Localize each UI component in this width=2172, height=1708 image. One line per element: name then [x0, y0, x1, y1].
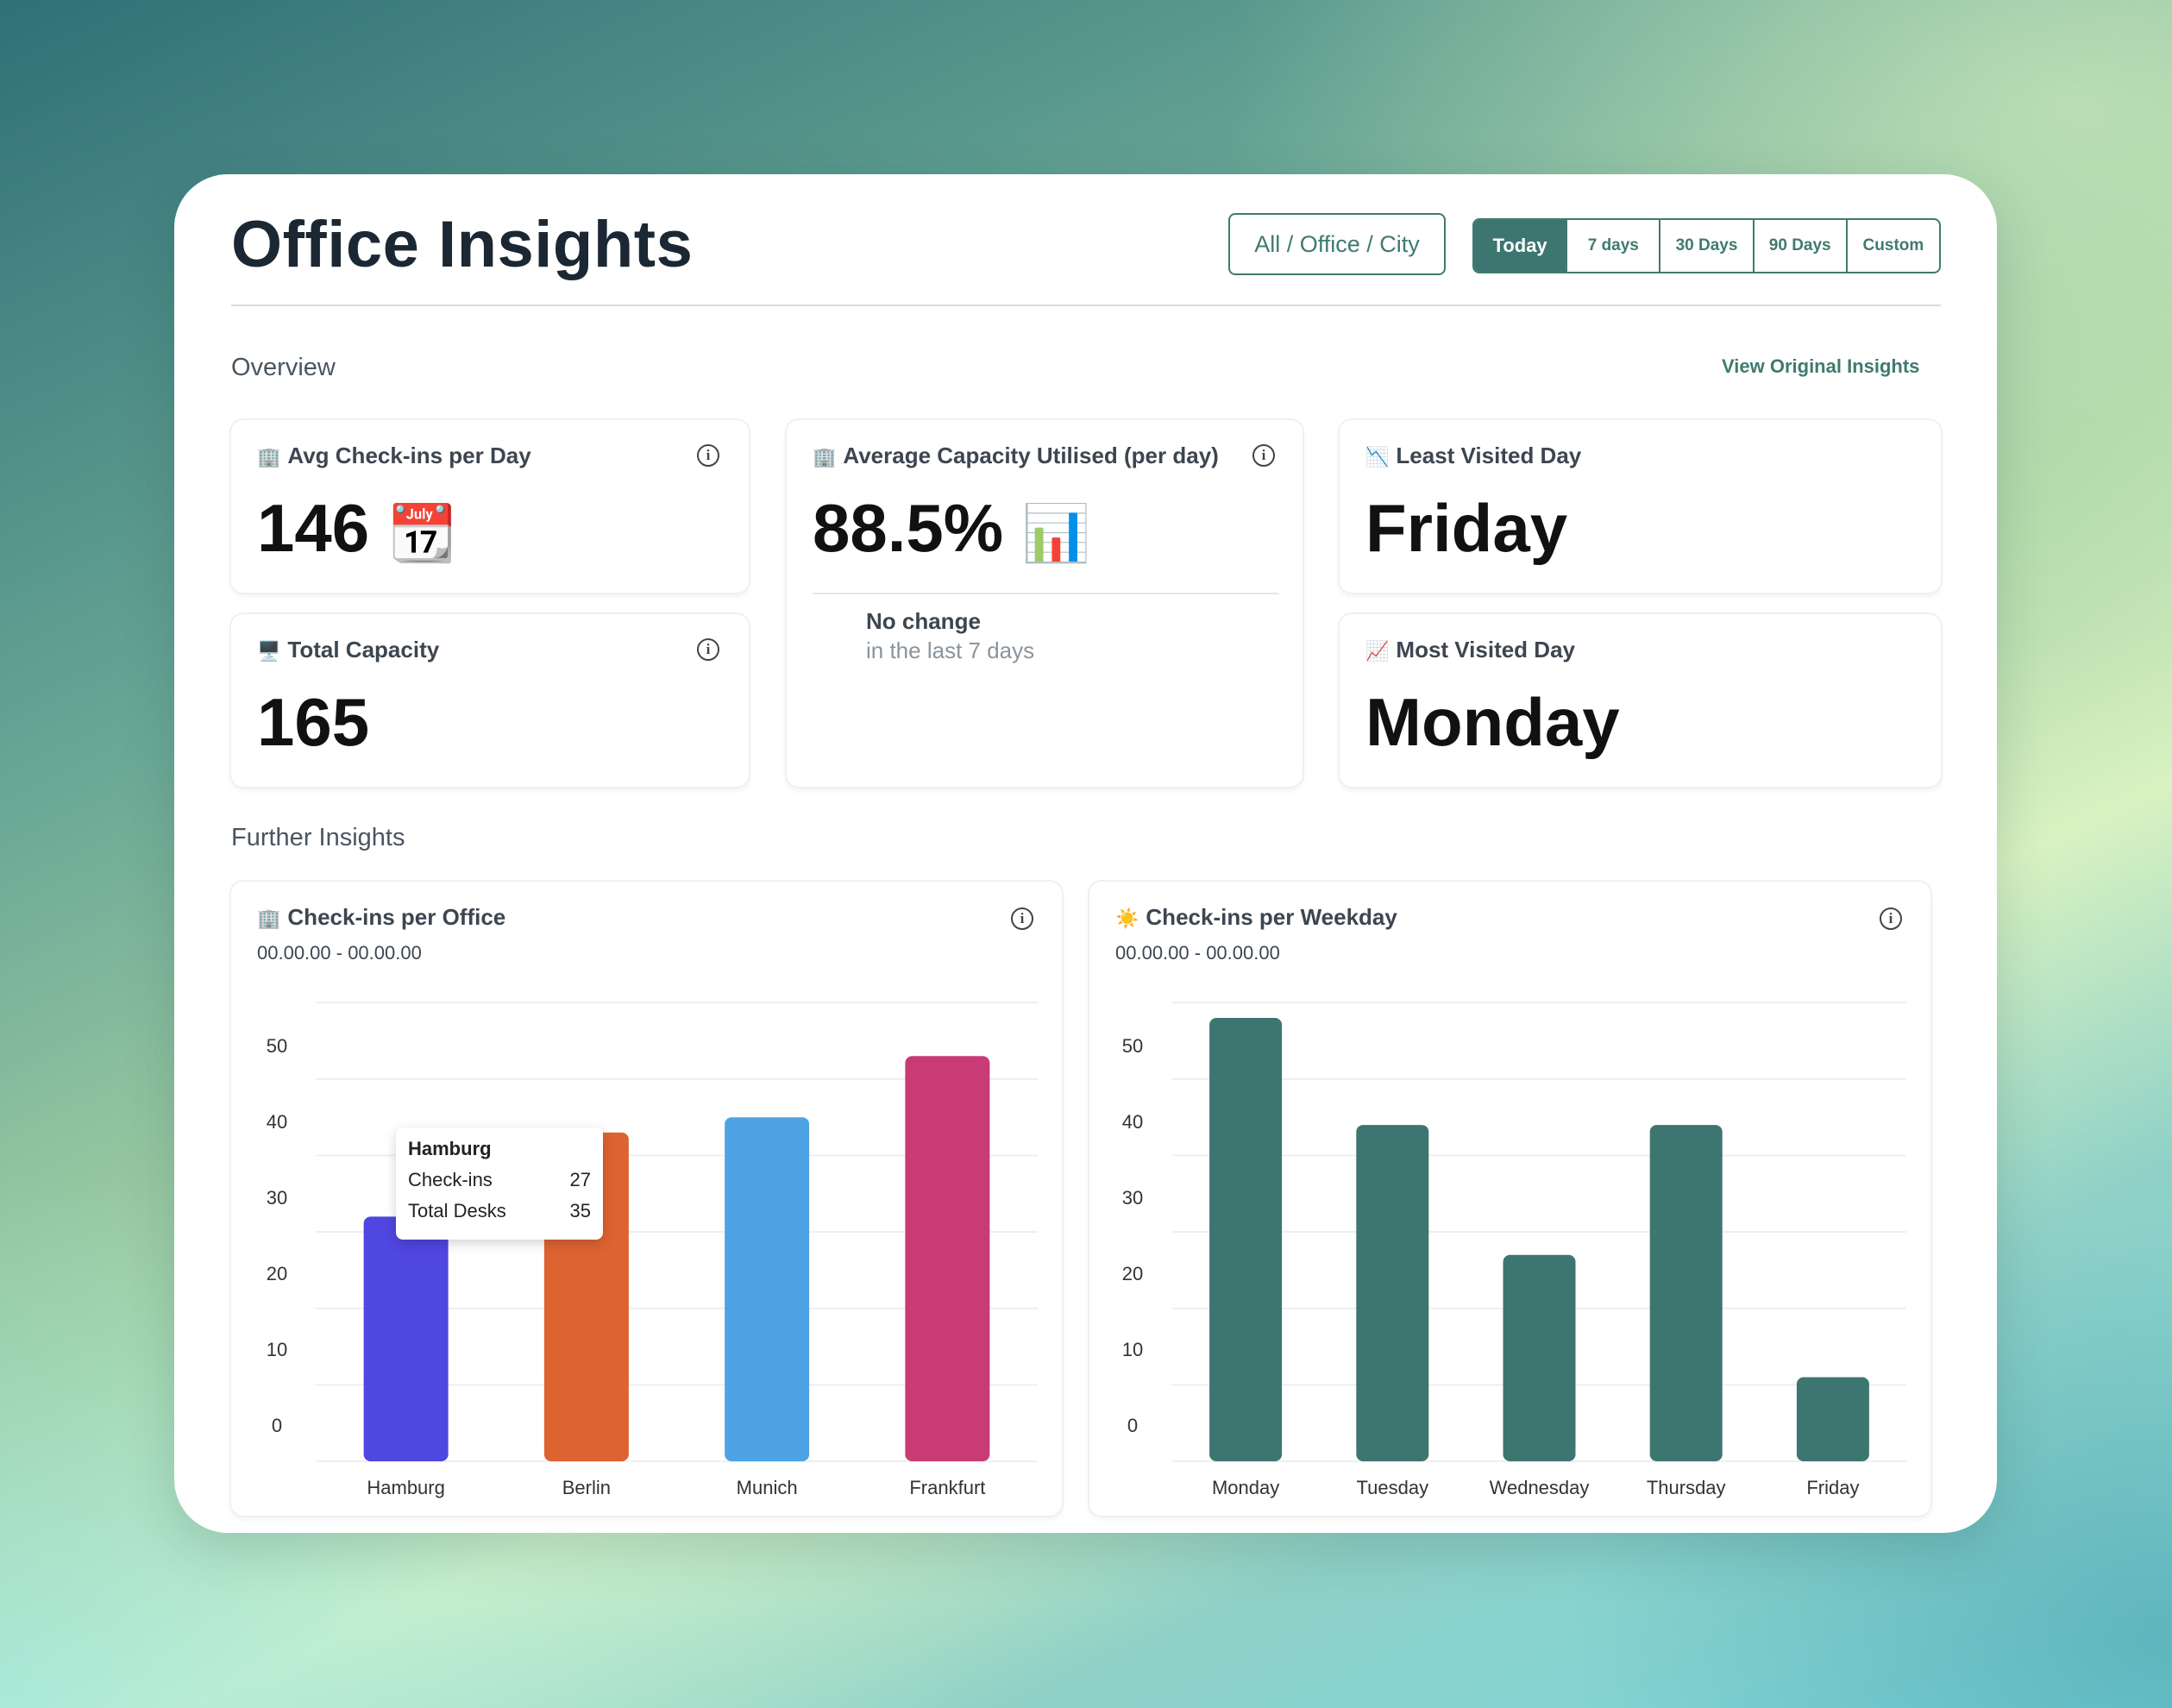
most-visited-label: Most Visited Day: [1396, 637, 1575, 662]
least-visited-card: 📉 Least Visited Day Friday: [1340, 420, 1941, 593]
checkins-per-office-card: 🏢 Check-ins per Office i 00.00.00 - 00.00…: [231, 882, 1062, 1516]
office-chart-date-range: 00.00.00 - 00.00.00: [257, 942, 422, 964]
page-title: Office Insights: [231, 208, 694, 281]
total-capacity-card: 🖥️ Total Capacity i 165: [231, 614, 749, 787]
chart-decreasing-icon: 📉: [1365, 446, 1390, 468]
desktop-icon: 🖥️: [257, 640, 281, 662]
tooltip-label: Check-ins: [408, 1169, 493, 1190]
header-divider: [231, 305, 1941, 306]
office-building-icon: 🏢: [257, 907, 281, 930]
bar-monday[interactable]: [1209, 1018, 1283, 1461]
bar-frankfurt[interactable]: [905, 1056, 990, 1461]
y-tick-label: 30: [1122, 1187, 1143, 1209]
avg-capacity-value: 88.5% 📊: [813, 489, 1091, 568]
office-building-icon: 🏢: [257, 446, 281, 468]
bar-tuesday[interactable]: [1356, 1125, 1429, 1461]
info-icon[interactable]: i: [1252, 444, 1275, 467]
insights-window: Office Insights All / Office / City Toda…: [174, 174, 1997, 1533]
tooltip-value: 35: [569, 1200, 591, 1221]
tooltip-row-desks: Total Desks 35: [408, 1200, 591, 1222]
info-icon[interactable]: i: [697, 638, 719, 661]
avg-checkins-value: 146 📆: [257, 489, 457, 568]
tooltip-row-checkins: Check-ins 27: [408, 1169, 591, 1191]
further-insights-heading: Further Insights: [231, 824, 405, 851]
bar-hamburg[interactable]: [363, 1216, 449, 1461]
hamburg-tooltip: Hamburg Check-ins 27 Total Desks 35: [396, 1127, 603, 1240]
y-tick-label: 10: [1122, 1339, 1143, 1360]
x-tick-label: Berlin: [562, 1477, 611, 1498]
total-capacity-title: 🖥️ Total Capacity: [257, 637, 439, 663]
y-tick-label: 0: [272, 1415, 282, 1436]
x-tick-label: Wednesday: [1490, 1477, 1590, 1498]
weekday-chart-title: ☀️ Check-ins per Weekday: [1115, 904, 1397, 931]
weekday-bar-chart: 50 40 30 20 10 0 Monday Tuesday Wednesday Thursda…: [1122, 1002, 1906, 1498]
most-visited-card: 📈 Most Visited Day Monday: [1340, 614, 1941, 787]
avg-checkins-title: 🏢 Avg Check-ins per Day: [257, 443, 531, 469]
x-tick-label: Munich: [737, 1477, 798, 1498]
office-building-icon: 🏢: [813, 446, 837, 468]
weekday-chart-date-range: 00.00.00 - 00.00.00: [1115, 942, 1280, 964]
x-tick-label: Monday: [1212, 1477, 1279, 1498]
avg-capacity-label: Average Capacity Utilised (per day): [843, 443, 1219, 468]
card-divider: [813, 593, 1278, 594]
bar-thursday[interactable]: [1649, 1125, 1723, 1461]
y-tick-label: 50: [267, 1035, 287, 1057]
y-tick-label: 10: [267, 1339, 287, 1360]
y-tick-label: 30: [267, 1187, 287, 1209]
y-tick-label: 20: [1122, 1263, 1143, 1284]
x-tick-label: Thursday: [1647, 1477, 1726, 1498]
range-30-days-button[interactable]: 30 Days: [1659, 220, 1752, 272]
total-capacity-value: 165: [257, 684, 370, 760]
avg-checkins-number: 146: [257, 490, 370, 566]
y-tick-label: 50: [1122, 1035, 1143, 1057]
least-visited-label: Least Visited Day: [1396, 443, 1582, 468]
bar-wednesday[interactable]: [1503, 1254, 1576, 1461]
y-tick-label: 0: [1127, 1415, 1138, 1436]
bar-munich[interactable]: [725, 1117, 810, 1461]
trend-period: in the last 7 days: [866, 637, 1035, 663]
x-tick-label: Frankfurt: [909, 1477, 985, 1498]
x-tick-label: Tuesday: [1357, 1477, 1429, 1498]
view-original-insights-link[interactable]: View Original Insights: [1722, 355, 1920, 377]
avg-capacity-card: 🏢 Average Capacity Utilised (per day) i 8…: [787, 420, 1303, 787]
tooltip-title: Hamburg: [408, 1138, 492, 1159]
weekday-chart-label: Check-ins per Weekday: [1146, 904, 1397, 930]
tooltip-label: Total Desks: [408, 1200, 506, 1221]
info-icon[interactable]: i: [697, 444, 719, 467]
office-chart-title: 🏢 Check-ins per Office: [257, 904, 505, 931]
avg-checkins-card: 🏢 Avg Check-ins per Day i 146 📆: [231, 420, 749, 593]
y-tick-label: 40: [267, 1111, 287, 1133]
office-bar-chart: 50 40 30 20 10 0 Hamburg Berlin Munich Frankfurt: [267, 1002, 1038, 1498]
range-today-button[interactable]: Today: [1474, 220, 1566, 272]
sun-icon: ☀️: [1115, 907, 1139, 930]
bar-friday[interactable]: [1796, 1377, 1869, 1461]
trend-note: No change: [866, 608, 981, 634]
range-90-days-button[interactable]: 90 Days: [1752, 220, 1846, 272]
info-icon[interactable]: i: [1880, 907, 1902, 930]
avg-capacity-number: 88.5%: [813, 490, 1004, 566]
tooltip-value: 27: [569, 1169, 591, 1190]
x-tick-label: Friday: [1806, 1477, 1859, 1498]
office-chart-label: Check-ins per Office: [287, 904, 506, 930]
total-capacity-label: Total Capacity: [287, 637, 440, 662]
least-visited-title: 📉 Least Visited Day: [1365, 443, 1581, 469]
location-filter-button[interactable]: All / Office / City: [1228, 213, 1446, 275]
bar-chart-icon: 📊: [1021, 501, 1091, 564]
x-tick-label: Hamburg: [367, 1477, 444, 1498]
most-visited-title: 📈 Most Visited Day: [1365, 637, 1575, 663]
range-custom-button[interactable]: Custom: [1845, 220, 1939, 272]
date-range-selector: Today 7 days 30 Days 90 Days Custom: [1472, 218, 1941, 273]
checkins-per-weekday-card: ☀️ Check-ins per Weekday i 00.00.00 - 00.…: [1089, 882, 1930, 1516]
avg-capacity-title: 🏢 Average Capacity Utilised (per day): [813, 443, 1219, 469]
calendar-icon: 📆: [387, 501, 457, 564]
least-visited-value: Friday: [1365, 490, 1568, 566]
y-tick-label: 40: [1122, 1111, 1143, 1133]
range-7-days-button[interactable]: 7 days: [1566, 220, 1659, 272]
avg-checkins-label: Avg Check-ins per Day: [287, 443, 531, 468]
most-visited-value: Monday: [1365, 684, 1620, 760]
overview-heading: Overview: [231, 354, 336, 381]
info-icon[interactable]: i: [1011, 907, 1033, 930]
chart-increasing-icon: 📈: [1365, 640, 1390, 662]
y-tick-label: 20: [267, 1263, 287, 1284]
